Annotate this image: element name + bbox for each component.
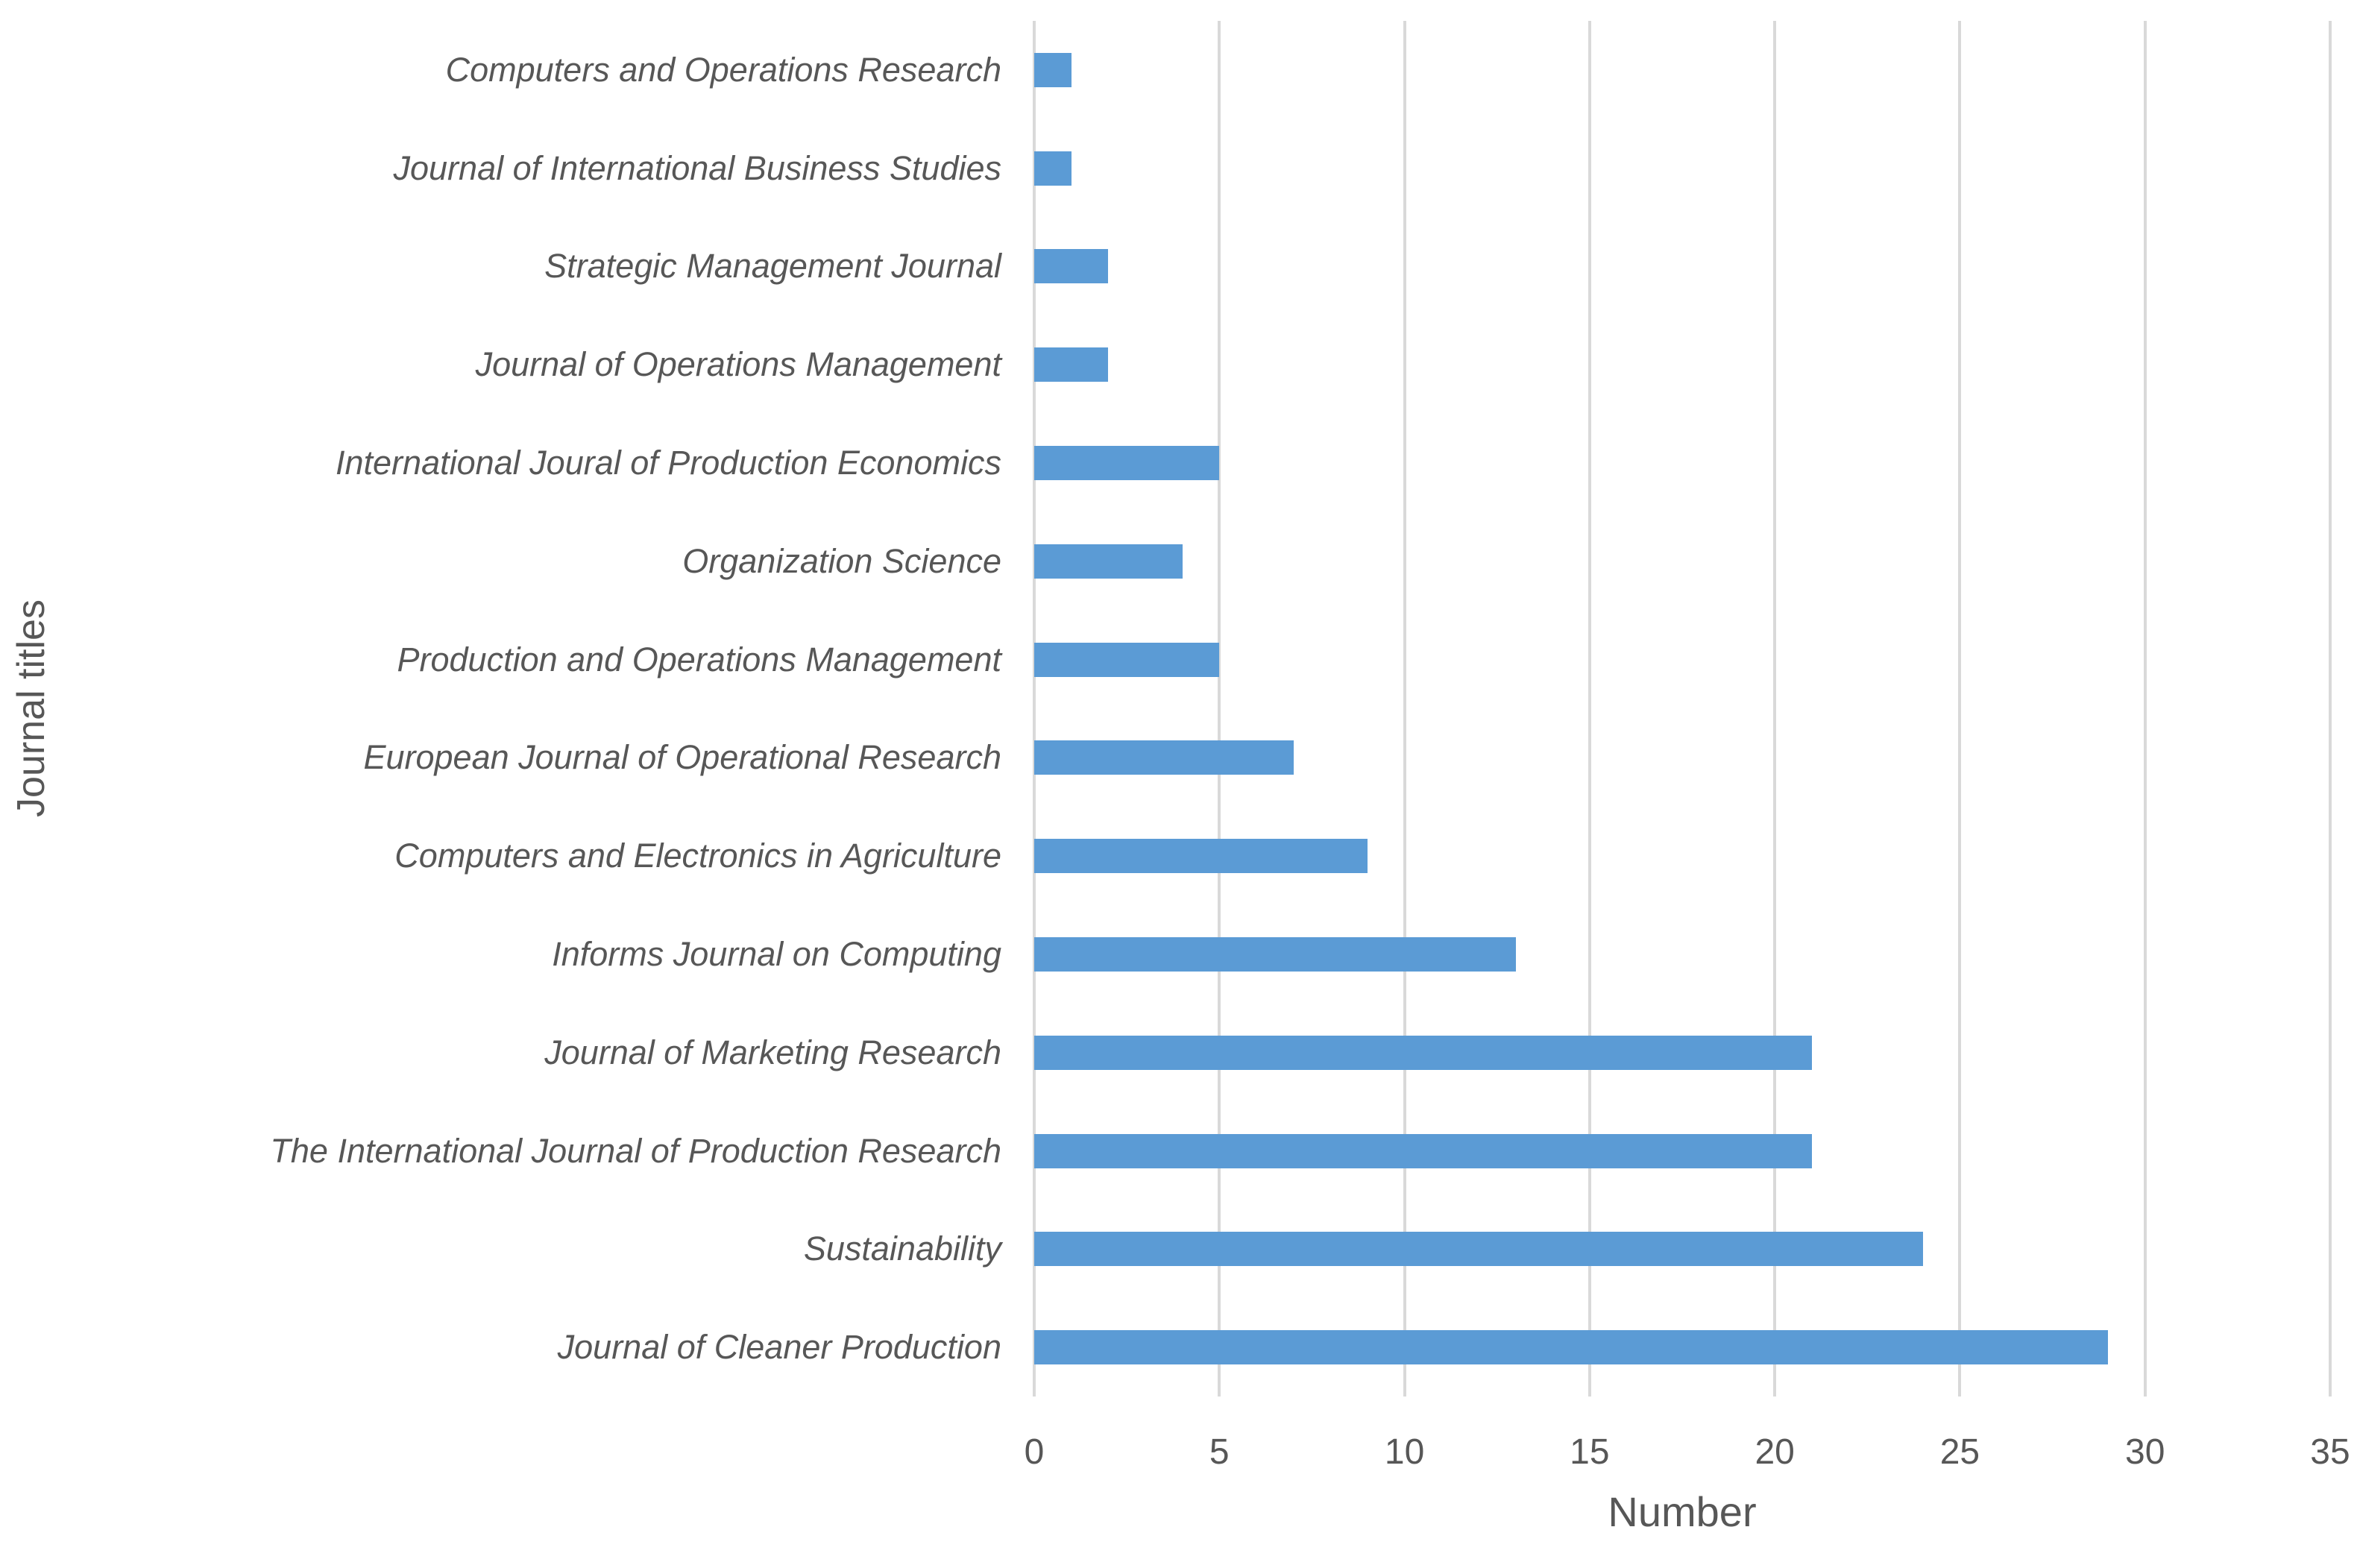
category-label: European Journal of Operational Research	[363, 738, 1001, 777]
bar	[1034, 1035, 1812, 1070]
x-tick-label: 25	[1939, 1432, 1980, 1472]
category-label: Strategic Management Journal	[544, 247, 1001, 286]
gridline	[1218, 21, 1221, 1397]
category-label: Journal of Cleaner Production	[557, 1328, 1001, 1367]
category-label: Journal of International Business Studie…	[393, 148, 1002, 187]
x-axis-title: Number	[1608, 1488, 1757, 1535]
gridline	[1033, 21, 1036, 1397]
x-tick-label: 20	[1755, 1432, 1795, 1472]
bar	[1034, 446, 1220, 481]
gridline	[1958, 21, 1962, 1397]
gridline	[1587, 21, 1591, 1397]
category-label: Journal of Marketing Research	[544, 1033, 1001, 1071]
bar	[1034, 151, 1071, 186]
bar	[1034, 544, 1183, 579]
bar	[1034, 52, 1071, 87]
bar	[1034, 347, 1109, 382]
bar	[1034, 740, 1294, 775]
x-tick-label: 0	[1024, 1432, 1045, 1472]
x-tick-label: 10	[1384, 1432, 1425, 1472]
category-label: Computers and Electronics in Agriculture	[394, 837, 1001, 875]
gridline	[2329, 21, 2332, 1397]
bar	[1034, 839, 1368, 874]
y-axis-title: Journal titles	[10, 599, 53, 817]
category-label: The International Journal of Production …	[270, 1131, 1001, 1170]
category-label: Journal of Operations Management	[475, 345, 1001, 384]
category-label: International Joural of Production Econo…	[336, 444, 1001, 482]
category-label: Informs Journal on Computing	[552, 934, 1001, 973]
bar	[1034, 1232, 1923, 1267]
gridline	[2143, 21, 2147, 1397]
gridline	[1773, 21, 1777, 1397]
category-label: Computers and Operations Research	[445, 50, 1001, 89]
bar	[1034, 642, 1220, 677]
x-tick-label: 5	[1209, 1432, 1230, 1472]
category-label: Organization Science	[682, 541, 1001, 580]
x-tick-label: 35	[2310, 1432, 2350, 1472]
bar	[1034, 1330, 2109, 1365]
bar	[1034, 249, 1109, 284]
gridline	[1403, 21, 1406, 1397]
x-tick-label: 30	[2125, 1432, 2165, 1472]
category-label: Sustainability	[803, 1229, 1001, 1268]
bar	[1034, 1133, 1812, 1168]
bar	[1034, 936, 1516, 972]
x-tick-label: 15	[1570, 1432, 1610, 1472]
category-label: Production and Operations Management	[397, 640, 1001, 678]
